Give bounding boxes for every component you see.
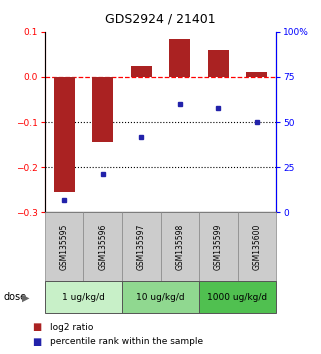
Bar [208, 50, 229, 77]
Bar [83, 212, 122, 281]
Text: GSM135599: GSM135599 [214, 224, 223, 270]
Bar [238, 212, 276, 281]
Text: percentile rank within the sample: percentile rank within the sample [50, 337, 203, 346]
Text: ■: ■ [32, 337, 41, 347]
Text: log2 ratio: log2 ratio [50, 323, 93, 332]
Text: GSM135595: GSM135595 [60, 224, 69, 270]
Text: GSM135596: GSM135596 [98, 224, 107, 270]
Text: dose: dose [3, 292, 26, 302]
Bar [122, 212, 160, 281]
Bar [45, 212, 83, 281]
Bar [45, 281, 122, 313]
Bar [246, 73, 267, 77]
Text: GSM135600: GSM135600 [252, 224, 261, 270]
Bar [92, 77, 113, 142]
Text: 1000 ug/kg/d: 1000 ug/kg/d [207, 293, 268, 302]
Text: ■: ■ [32, 322, 41, 332]
Bar [131, 66, 152, 77]
Bar [199, 212, 238, 281]
Text: 10 ug/kg/d: 10 ug/kg/d [136, 293, 185, 302]
Text: GDS2924 / 21401: GDS2924 / 21401 [105, 12, 216, 25]
Text: ▶: ▶ [22, 292, 29, 302]
Text: 1 ug/kg/d: 1 ug/kg/d [62, 293, 105, 302]
Bar [199, 281, 276, 313]
Text: GSM135598: GSM135598 [175, 224, 184, 270]
Bar [169, 39, 190, 77]
Bar [54, 77, 75, 192]
Bar [122, 281, 199, 313]
Text: GSM135597: GSM135597 [137, 224, 146, 270]
Bar [160, 212, 199, 281]
